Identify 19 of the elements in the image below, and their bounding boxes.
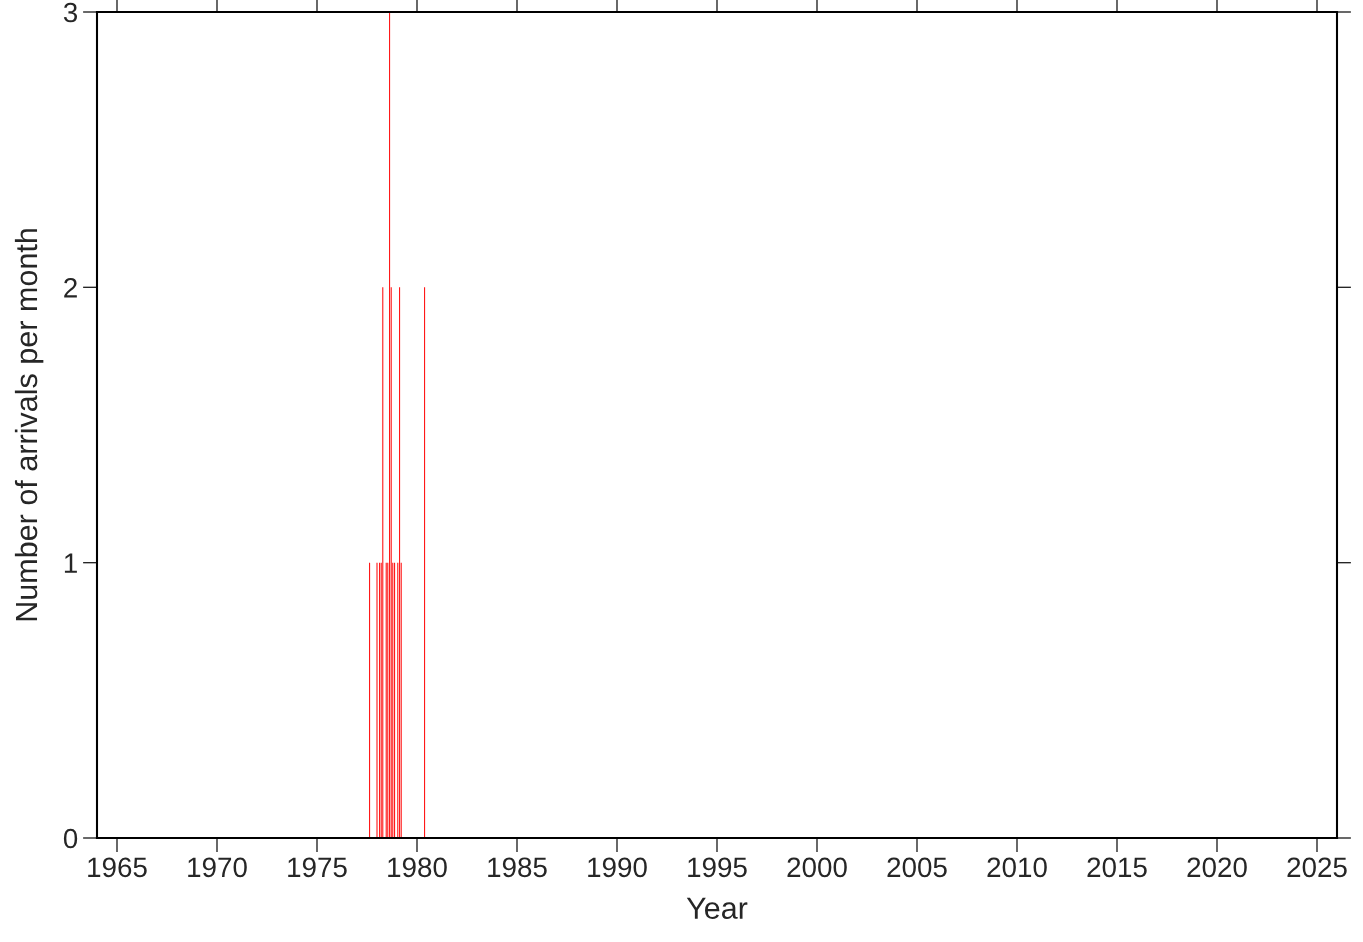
x-tick-label: 2010 <box>987 857 1047 878</box>
x-tick-label: 1975 <box>288 857 347 878</box>
x-tick-label: 1980 <box>388 857 447 878</box>
y-axis-title: Number of arrivals per month <box>14 229 44 621</box>
x-tick-label: 1970 <box>188 857 247 878</box>
x-tick-label: 2015 <box>1087 857 1147 878</box>
y-tick-label: 0 <box>63 828 78 849</box>
x-tick-label: 1985 <box>488 857 547 878</box>
x-tick-label: 1990 <box>588 857 647 878</box>
y-tick-label: 1 <box>64 553 77 573</box>
y-tick-label: 2 <box>64 278 77 298</box>
x-tick-label: 2020 <box>1187 857 1247 878</box>
x-axis-title: Year <box>686 897 748 919</box>
x-tick-label: 2005 <box>887 857 947 878</box>
x-tick-label: 2000 <box>787 857 847 878</box>
x-tick-label: 1995 <box>688 857 747 878</box>
x-tick-label: 2025 <box>1287 857 1347 878</box>
x-tick-label: 1965 <box>88 857 147 878</box>
y-tick-label: 3 <box>63 2 78 23</box>
